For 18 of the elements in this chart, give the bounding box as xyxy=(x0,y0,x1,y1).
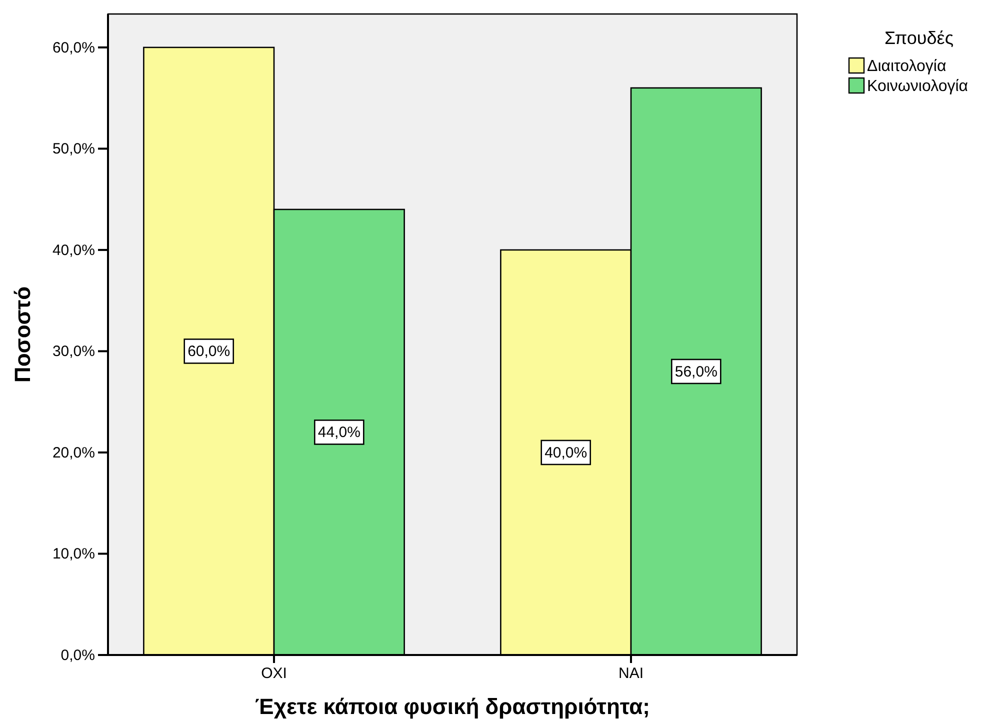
x-tick-label: ΟΧΙ xyxy=(261,665,287,682)
legend-title: Σπουδές xyxy=(884,28,954,48)
legend-label: Διαιτολογία xyxy=(867,58,946,75)
y-tick-label: 40,0% xyxy=(52,242,95,259)
y-tick-label: 60,0% xyxy=(52,39,95,56)
x-tick-label: ΝΑΙ xyxy=(618,665,644,682)
data-label: 56,0% xyxy=(674,363,718,380)
y-tick-label: 0,0% xyxy=(60,647,95,664)
y-tick-label: 20,0% xyxy=(52,444,95,462)
x-axis-title: Έχετε κάποια φυσική δραστηριότητα; xyxy=(255,694,650,719)
y-axis-title: Ποσοστό xyxy=(10,286,35,383)
legend-label: Κοινωνιολογία xyxy=(867,78,968,95)
y-tick-label: 10,0% xyxy=(52,546,95,563)
data-label: 40,0% xyxy=(544,444,588,462)
y-tick-label: 30,0% xyxy=(52,343,95,360)
data-label: 60,0% xyxy=(188,343,230,360)
data-label: 44,0% xyxy=(318,424,360,442)
y-tick-label: 50,0% xyxy=(52,140,95,158)
